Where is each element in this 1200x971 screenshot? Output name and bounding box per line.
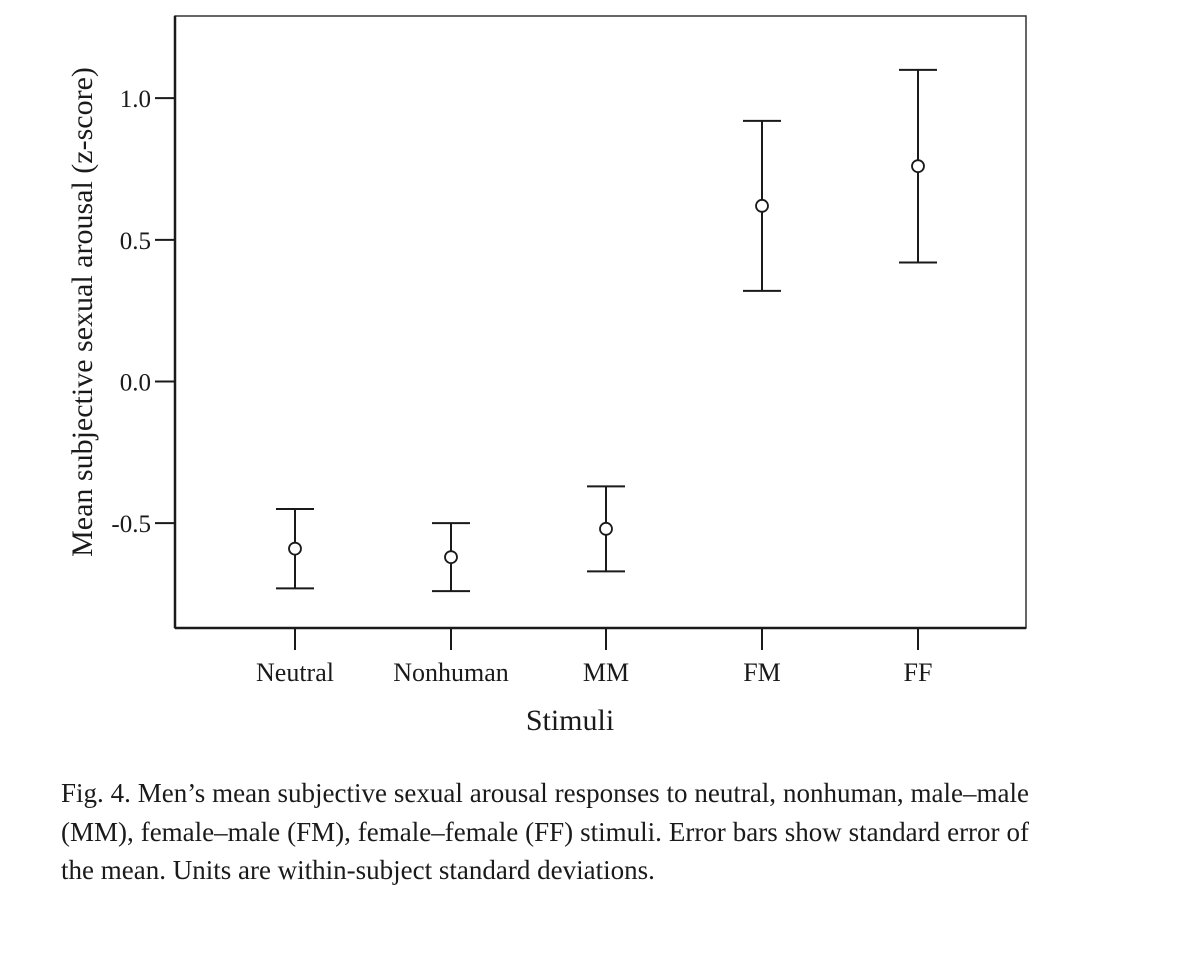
mean-point bbox=[911, 159, 925, 174]
figure-caption: Fig. 4. Men’s mean subjective sexual aro… bbox=[61, 778, 1029, 885]
mean-point bbox=[755, 198, 769, 213]
y-tick-label: 0.0 bbox=[120, 370, 151, 397]
y-axis-title: Mean subjective sexual arousal (z-score) bbox=[66, 67, 99, 557]
mean-point bbox=[444, 550, 458, 565]
x-tick-label: Neutral bbox=[256, 658, 334, 687]
mean-point bbox=[288, 541, 302, 556]
x-tick-label: FM bbox=[743, 658, 781, 687]
data-marks bbox=[276, 68, 937, 593]
x-ticks: Neutral Nonhuman MM FM FF bbox=[256, 628, 932, 687]
chart: 1.0 0.5 0.0 -0.5 Neutral Nonhuman MM FM FF Stim… bbox=[66, 15, 1027, 737]
plot-frame bbox=[174, 15, 1027, 629]
mean-point bbox=[599, 521, 613, 536]
y-tick-label: 1.0 bbox=[120, 86, 151, 113]
x-tick-label: Nonhuman bbox=[393, 658, 509, 687]
x-tick-label: MM bbox=[583, 658, 629, 687]
x-axis-title: Stimuli bbox=[526, 704, 614, 737]
y-ticks: 1.0 0.5 0.0 -0.5 bbox=[111, 86, 175, 538]
y-tick-label: -0.5 bbox=[111, 511, 151, 538]
y-tick-label: 0.5 bbox=[120, 228, 151, 255]
x-tick-label: FF bbox=[904, 658, 933, 687]
